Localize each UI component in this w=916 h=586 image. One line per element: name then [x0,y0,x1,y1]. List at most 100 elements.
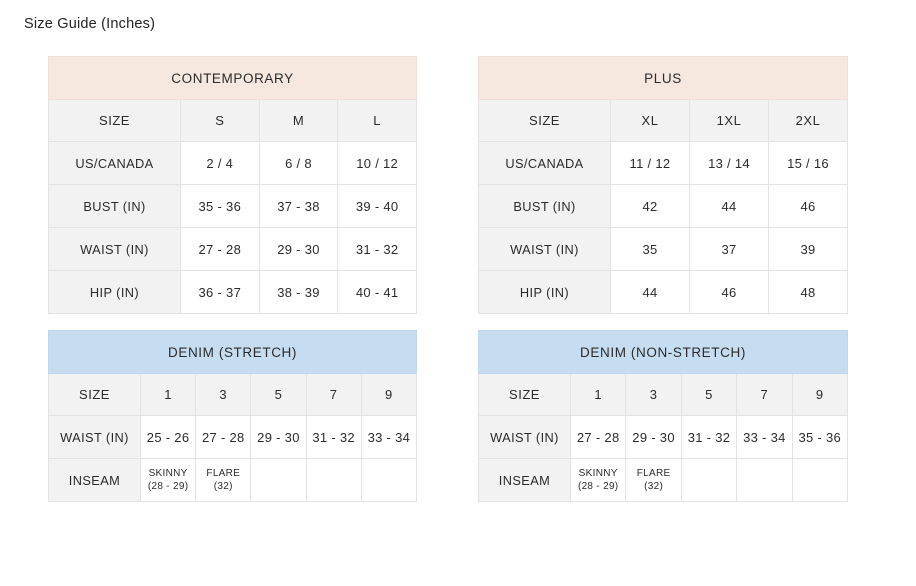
table-banner-plus: PLUS [478,56,848,100]
header-row: SIZE S M L [48,99,417,142]
data-cell: 29 - 30 [258,227,339,271]
row-label: WAIST (IN) [478,415,571,459]
data-cell: 44 [610,270,690,314]
column-header-size: 9 [791,373,849,416]
column-header-label: SIZE [478,99,611,142]
row-label: US/CANADA [478,141,611,185]
table-banner-denim-nonstretch: DENIM (NON-STRETCH) [478,330,848,374]
data-cell: 48 [768,270,848,314]
data-cell: 2 / 4 [180,141,260,185]
table-row: US/CANADA 11 / 12 13 / 14 15 / 16 [478,141,848,185]
data-cell: 36 - 37 [180,270,260,314]
data-cell: 35 - 36 [791,415,849,459]
data-cell-line: SKINNY [148,467,188,479]
data-cell [360,458,418,502]
data-cell [791,458,849,502]
row-label: HIP (IN) [478,270,611,314]
table-row: HIP (IN) 44 46 48 [478,270,848,314]
table-row: INSEAM SKINNY (28 - 29) FLARE (32) [48,458,418,502]
data-cell: 39 - 40 [337,184,417,228]
data-cell: 29 - 30 [625,415,682,459]
page-title: Size Guide (Inches) [24,16,156,32]
table-row: WAIST (IN) 27 - 28 29 - 30 31 - 32 [48,227,417,271]
data-cell: 10 / 12 [337,141,417,185]
row-label: INSEAM [478,458,571,502]
row-label: BUST (IN) [48,184,181,228]
data-cell-line: SKINNY [578,467,618,479]
data-cell [250,458,307,502]
column-header-label: SIZE [48,373,141,416]
data-cell: 37 - 38 [258,184,339,228]
data-cell-line: (28 - 29) [577,481,619,492]
data-cell: 15 / 16 [768,141,848,185]
row-label: HIP (IN) [48,270,181,314]
data-cell: FLARE (32) [195,458,252,502]
banner-row: PLUS [478,56,848,100]
column-header-size: 5 [680,373,738,416]
data-cell-line: FLARE [206,467,241,479]
data-cell-line: (32) [213,481,233,492]
header-row: SIZE XL 1XL 2XL [478,99,848,142]
size-table-plus: PLUS SIZE XL 1XL 2XL US/CANADA 11 / 12 13 / 14 1… [478,56,848,314]
data-cell-line: (28 - 29) [147,481,189,492]
data-cell [736,458,793,502]
size-table-denim-nonstretch: DENIM (NON-STRETCH) SIZE 1 3 5 7 9 WAIST (IN) 27… [478,330,849,502]
column-header-size: XL [610,99,690,142]
data-cell: 31 - 32 [337,227,417,271]
data-cell: 44 [689,184,769,228]
data-cell: 37 [689,227,769,271]
data-cell: 27 - 28 [195,415,252,459]
data-cell: FLARE (32) [625,458,682,502]
data-cell: 35 [610,227,690,271]
table-row: BUST (IN) 35 - 36 37 - 38 39 - 40 [48,184,417,228]
column-header-size: 5 [250,373,307,416]
row-label: INSEAM [48,458,141,502]
data-cell: 27 - 28 [569,415,627,459]
data-cell [305,458,362,502]
banner-row: CONTEMPORARY [48,56,417,100]
table-row: BUST (IN) 42 44 46 [478,184,848,228]
column-header-size: 9 [360,373,418,416]
data-cell: 29 - 30 [250,415,307,459]
data-cell: 42 [610,184,690,228]
data-cell: 39 [768,227,848,271]
table-plus: PLUS SIZE XL 1XL 2XL US/CANADA 11 / 12 13 / 14 1… [478,56,848,314]
column-header-size: 3 [625,373,682,416]
header-row: SIZE 1 3 5 7 9 [478,373,849,416]
column-header-size: S [180,99,260,142]
column-header-size: 7 [305,373,362,416]
data-cell: 35 - 36 [180,184,260,228]
banner-row: DENIM (STRETCH) [48,330,417,374]
header-row: SIZE 1 3 5 7 9 [48,373,418,416]
table-banner-contemporary: CONTEMPORARY [48,56,417,100]
column-header-label: SIZE [478,373,571,416]
size-table-denim-stretch: DENIM (STRETCH) SIZE 1 3 5 7 9 WAIST (IN) 25 - 2… [48,330,418,502]
banner-row: DENIM (NON-STRETCH) [478,330,848,374]
column-header-size: 2XL [768,99,848,142]
data-cell: 25 - 26 [139,415,197,459]
table-denim-nonstretch: DENIM (NON-STRETCH) SIZE 1 3 5 7 9 WAIST (IN) 27… [478,330,849,502]
data-cell: 38 - 39 [258,270,339,314]
data-cell: 13 / 14 [689,141,769,185]
table-row: WAIST (IN) 35 37 39 [478,227,848,271]
data-cell: 27 - 28 [180,227,260,271]
table-row: WAIST (IN) 27 - 28 29 - 30 31 - 32 33 - 34 35… [478,415,849,459]
data-cell: 33 - 34 [360,415,418,459]
data-cell: 33 - 34 [736,415,793,459]
table-banner-denim-stretch: DENIM (STRETCH) [48,330,417,374]
data-cell: 31 - 32 [680,415,738,459]
data-cell: 40 - 41 [337,270,417,314]
data-cell [680,458,738,502]
column-header-size: 1 [569,373,627,416]
data-cell: 31 - 32 [305,415,362,459]
data-cell: SKINNY (28 - 29) [569,458,627,502]
table-row: WAIST (IN) 25 - 26 27 - 28 29 - 30 31 - 32 33… [48,415,418,459]
data-cell-line: FLARE [636,467,671,479]
data-cell: 11 / 12 [610,141,690,185]
data-cell-line: (32) [644,481,664,492]
table-denim-stretch: DENIM (STRETCH) SIZE 1 3 5 7 9 WAIST (IN) 25 - 2… [48,330,418,502]
table-row: INSEAM SKINNY (28 - 29) FLARE (32) [478,458,849,502]
column-header-size: 7 [736,373,793,416]
